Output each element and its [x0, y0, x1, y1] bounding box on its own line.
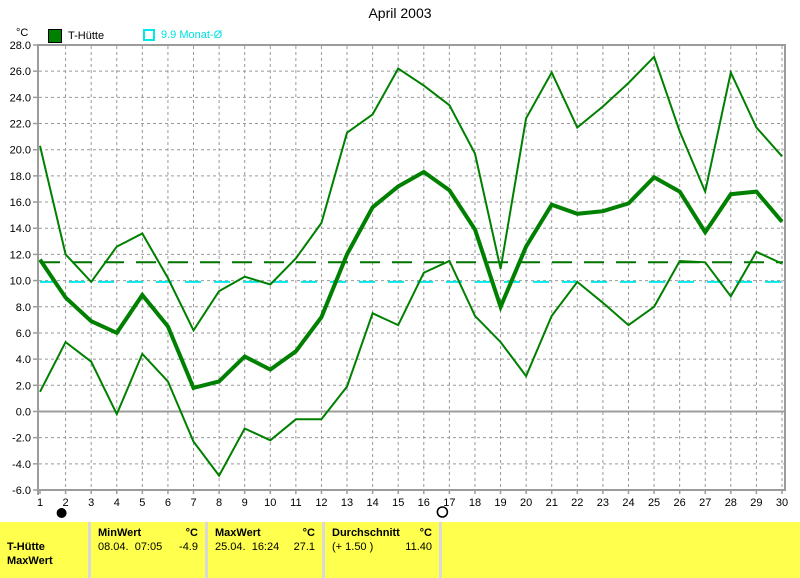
y-axis-tick-label: 24.0: [10, 92, 31, 104]
x-axis-tick-label: 16: [418, 497, 430, 509]
x-axis-tick-label: 28: [725, 497, 737, 509]
max-header: MaxWert: [215, 527, 261, 539]
y-axis-tick-label: 18.0: [10, 171, 31, 183]
x-axis-tick-label: 7: [190, 497, 196, 509]
x-axis-tick-label: 1: [37, 497, 43, 509]
x-axis-tick-label: 24: [622, 497, 634, 509]
y-axis-tick-label: 26.0: [10, 66, 31, 78]
statusbar-series-mode: MaxWert: [7, 555, 53, 567]
x-axis-tick-label: 13: [341, 497, 353, 509]
y-axis-tick-label: 8.0: [16, 302, 31, 314]
x-axis-tick-label: 10: [264, 497, 276, 509]
y-axis-tick-label: 2.0: [16, 380, 31, 392]
y-axis-tick-label: 22.0: [10, 119, 31, 131]
x-axis-tick-label: 23: [597, 497, 609, 509]
min-header: MinWert: [98, 527, 142, 539]
x-axis-tick-label: 18: [469, 497, 481, 509]
x-axis-tick-label: 8: [216, 497, 222, 509]
x-axis-tick-label: 26: [674, 497, 686, 509]
x-axis-tick-label: 17: [443, 497, 455, 509]
min-unit: °C: [185, 527, 198, 539]
max-unit: °C: [302, 527, 315, 539]
min-datetime: 08.04. 07:05: [98, 541, 163, 553]
avg-value: 11.40: [405, 541, 432, 553]
legend-item-monat-avg: 9.9 Monat-Ø: [143, 29, 222, 41]
legend-item-t-huette: T-Hütte: [48, 29, 104, 43]
status-bar: T-Hütte MaxWert MinWert °C 08.04. 07:05 …: [0, 522, 800, 578]
series-line-max: [39, 54, 783, 333]
y-axis-unit-label: °C: [16, 27, 29, 39]
x-axis-tick-label: 19: [494, 497, 506, 509]
max-value: 27.1: [293, 541, 315, 553]
x-axis-tick-label: 9: [242, 497, 248, 509]
statusbar-maxwert-cell: MaxWert °C 25.04. 16:24 27.1: [205, 522, 322, 578]
x-axis-tick-label: 15: [392, 497, 404, 509]
y-axis-tick-label: 12.0: [10, 249, 31, 261]
statusbar-durchschnitt-cell: Durchschnitt °C (+ 1.50 ) 11.40: [322, 522, 439, 578]
avg-unit: °C: [419, 527, 432, 539]
new-moon-icon: [56, 508, 67, 518]
full-moon-icon: [436, 506, 449, 518]
x-axis-tick-label: 3: [88, 497, 94, 509]
series-line-min: [39, 250, 783, 478]
series-line-avg: [38, 169, 784, 391]
x-axis-tick-label: 5: [139, 497, 145, 509]
x-axis-tick-label: 29: [750, 497, 762, 509]
x-axis-tick-label: 4: [114, 497, 120, 509]
y-axis-tick-label: 6.0: [16, 328, 31, 340]
y-axis-tick-label: 16.0: [10, 197, 31, 209]
max-datetime: 25.04. 16:24: [215, 541, 280, 553]
month-average-swatch-icon: [143, 29, 155, 41]
x-axis-tick-label: 20: [520, 497, 532, 509]
y-axis-tick-label: 10.0: [10, 276, 31, 288]
y-axis-tick-label: -6.0: [12, 485, 31, 497]
x-axis-tick-label: 14: [366, 497, 378, 509]
x-axis-tick-label: 27: [699, 497, 711, 509]
x-axis-tick-label: 11: [290, 497, 301, 509]
avg-header: Durchschnitt: [332, 527, 400, 539]
y-axis-tick-label: 4.0: [16, 354, 31, 366]
y-axis-tick-label: -2.0: [12, 433, 31, 445]
y-axis-tick-label: 28.0: [10, 40, 31, 52]
legend-label: 9.9 Monat-Ø: [161, 29, 223, 41]
x-axis-tick-label: 12: [315, 497, 327, 509]
min-value: -4.9: [179, 541, 198, 553]
y-axis-tick-label: -4.0: [12, 459, 31, 471]
statusbar-minwert-cell: MinWert °C 08.04. 07:05 -4.9: [88, 522, 205, 578]
y-axis-tick-label: 20.0: [10, 145, 31, 157]
statusbar-empty-cell: [439, 522, 800, 578]
x-axis-tick-label: 21: [546, 497, 558, 509]
x-axis-tick-label: 22: [571, 497, 583, 509]
page-title: April 2003: [368, 5, 432, 21]
statusbar-series-cell: T-Hütte MaxWert: [0, 522, 88, 578]
y-axis-tick-label: 0.0: [16, 406, 31, 418]
x-axis-tick-label: 6: [165, 497, 171, 509]
x-axis-tick-label: 2: [63, 497, 69, 509]
legend-label: T-Hütte: [68, 30, 105, 42]
avg-offset: (+ 1.50 ): [332, 541, 374, 553]
statusbar-series-name: T-Hütte: [7, 541, 45, 553]
y-axis-tick-label: 14.0: [10, 223, 31, 235]
series-color-swatch-icon: [48, 29, 62, 43]
x-axis-tick-label: 30: [776, 497, 788, 509]
x-axis-tick-label: 25: [648, 497, 660, 509]
temperature-chart: -6.0 -4.0 -2.0 0.0 2.0 4.0 6.0 8.0 10.0 12.0 14.0 1…: [10, 40, 788, 518]
